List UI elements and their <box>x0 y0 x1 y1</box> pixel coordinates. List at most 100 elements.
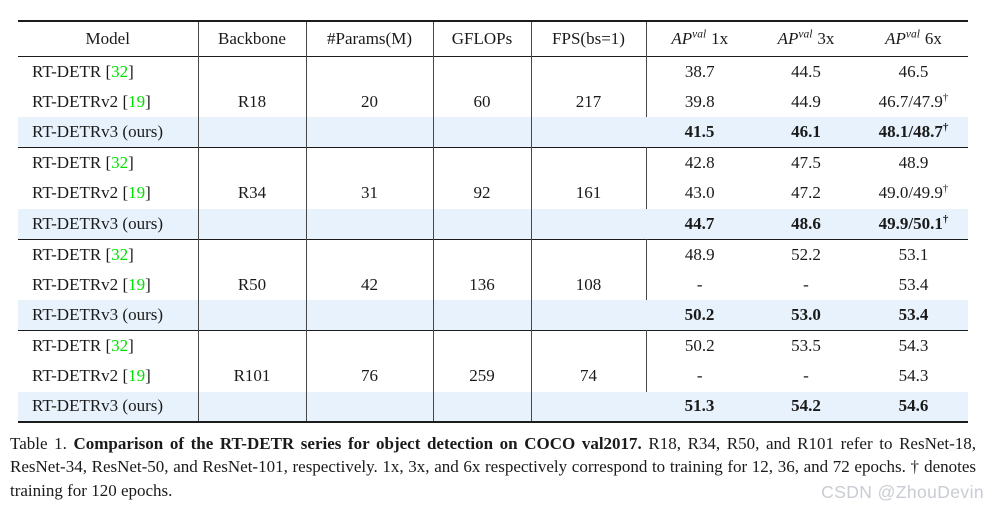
cell-backbone <box>198 239 307 270</box>
citation-number: 32 <box>111 61 129 81</box>
cell-fps <box>531 239 647 270</box>
table-row: RT-DETRv2 [19] R34 31 92 161 43.0 47.2 49.0/49.… <box>18 178 968 209</box>
cell-ap-1x: - <box>696 366 703 386</box>
cell-ap-6x: 54.3 <box>898 336 929 355</box>
cell-fps: 108 <box>531 269 647 300</box>
cell-model: RT-DETRv3 (ours) <box>18 117 199 148</box>
cell-ap-3x: 53.5 <box>791 336 821 355</box>
cell-model: RT-DETRv3 (ours) <box>18 208 199 239</box>
cell-ap-3x: 47.2 <box>791 183 821 203</box>
cell-model: RT-DETR [32] <box>18 56 199 87</box>
caption-bold-title: Comparison of the RT-DETR series for obj… <box>73 434 642 453</box>
cell-gflops <box>433 147 532 178</box>
cell-fps <box>531 117 646 148</box>
cell-params <box>306 117 434 148</box>
cell-backbone: R18 <box>198 86 307 117</box>
header-row: Model Backbone #Params(M) GFLOPs FPS(bs=… <box>18 21 968 56</box>
cell-gflops <box>433 330 532 361</box>
cell-params: 20 <box>306 86 434 117</box>
table-caption: Table 1. Comparison of the RT-DETR serie… <box>10 432 976 502</box>
cell-fps <box>531 300 646 331</box>
cell-model: RT-DETRv3 (ours) <box>18 300 199 331</box>
ap-label: AP <box>885 28 906 48</box>
table-row: RT-DETR [32] 42.8 47.5 48.9 <box>18 147 968 178</box>
cell-fps: 217 <box>531 86 647 117</box>
cell-ap-6x: 54.3 <box>898 366 929 386</box>
citation-number: 32 <box>111 244 129 264</box>
cell-ap-3x: 52.2 <box>791 244 821 264</box>
col-header-gflops: GFLOPs <box>433 21 532 56</box>
cell-ap-6x: 48.1/48.7† <box>859 117 968 148</box>
citation-number: 19 <box>128 366 146 386</box>
citation-number: 19 <box>128 91 146 111</box>
cell-params <box>306 330 434 361</box>
caption-body: R18, R34, R50, and R101 refer to ResNet-… <box>10 434 977 500</box>
table-row: RT-DETR [32] 38.7 44.5 46.5 <box>18 56 968 87</box>
cell-fps <box>531 147 647 178</box>
cell-backbone <box>198 56 307 87</box>
col-header-fps: FPS(bs=1) <box>531 21 647 56</box>
ap-label: AP <box>777 28 799 48</box>
table-row: RT-DETRv2 [19] R101 76 259 74 - - 54.3 <box>18 361 968 392</box>
cell-model: RT-DETR [32] <box>18 239 199 270</box>
cell-fps: 161 <box>531 178 647 209</box>
cell-fps <box>531 391 646 422</box>
cell-fps <box>531 56 647 87</box>
cell-gflops <box>433 300 532 331</box>
cell-model: RT-DETR [32] <box>18 330 199 361</box>
cell-gflops <box>433 239 532 270</box>
cell-params <box>306 56 434 87</box>
cell-model: RT-DETRv2 [19] <box>18 269 199 300</box>
cell-fps: 74 <box>531 361 647 392</box>
cell-ap-1x: 39.8 <box>684 91 715 111</box>
ap-superscript: val <box>692 28 707 41</box>
cell-backbone: R101 <box>198 361 307 392</box>
cell-gflops: 92 <box>433 178 532 209</box>
col-header-model: Model <box>18 21 199 56</box>
dagger-mark: † <box>942 182 949 195</box>
table-row: RT-DETRv2 [19] R18 20 60 217 39.8 44.9 46.7/47.… <box>18 86 968 117</box>
cell-ap-3x: 44.9 <box>791 91 821 111</box>
cell-ap-1x: 48.9 <box>684 244 715 264</box>
cell-backbone <box>198 330 307 361</box>
cell-ap-3x: 53.0 <box>753 300 859 331</box>
table-row: RT-DETRv2 [19] R50 42 136 108 - - 53.4 <box>18 269 968 300</box>
cell-ap-6x: 46.7/47.9† <box>878 91 949 111</box>
cell-params: 42 <box>306 269 434 300</box>
cell-model: RT-DETRv3 (ours) <box>18 391 199 422</box>
cell-gflops: 60 <box>433 86 532 117</box>
cell-backbone <box>198 147 307 178</box>
cell-params <box>306 239 434 270</box>
table-row: RT-DETRv3 (ours) 51.3 54.2 54.6 <box>18 391 968 422</box>
cell-ap-3x: 54.2 <box>753 391 859 422</box>
citation-number: 19 <box>128 183 146 203</box>
cell-ap-1x: 50.2 <box>646 300 753 331</box>
cell-ap-6x: 53.1 <box>898 244 929 264</box>
cell-params: 76 <box>306 361 434 392</box>
cell-gflops <box>433 391 532 422</box>
cell-params <box>306 147 434 178</box>
citation-number: 32 <box>111 336 129 355</box>
cell-ap-6x: 54.6 <box>859 391 968 422</box>
cell-model: RT-DETR [32] <box>18 147 199 178</box>
cell-ap-1x: 51.3 <box>646 391 753 422</box>
col-header-backbone: Backbone <box>198 21 307 56</box>
cell-params <box>306 208 434 239</box>
col-header-ap-3x: APval 3x <box>753 21 859 56</box>
cell-ap-1x: 50.2 <box>684 336 715 355</box>
cell-ap-3x: 48.6 <box>753 208 859 239</box>
cell-params <box>306 300 434 331</box>
dagger-mark: † <box>942 91 949 104</box>
cell-model: RT-DETRv2 [19] <box>18 361 199 392</box>
cell-ap-3x: - <box>803 274 809 294</box>
cell-fps <box>531 208 646 239</box>
cell-ap-1x: 44.7 <box>646 208 753 239</box>
citation-number: 19 <box>128 274 146 294</box>
cell-fps <box>531 330 647 361</box>
cell-params <box>306 391 434 422</box>
ap-superscript: val <box>798 28 813 41</box>
cell-ap-1x: 41.5 <box>646 117 753 148</box>
csdn-watermark: CSDN @ZhouDevin <box>821 482 984 502</box>
cell-ap-1x: 42.8 <box>684 153 715 172</box>
cell-ap-6x: 46.5 <box>898 61 929 81</box>
